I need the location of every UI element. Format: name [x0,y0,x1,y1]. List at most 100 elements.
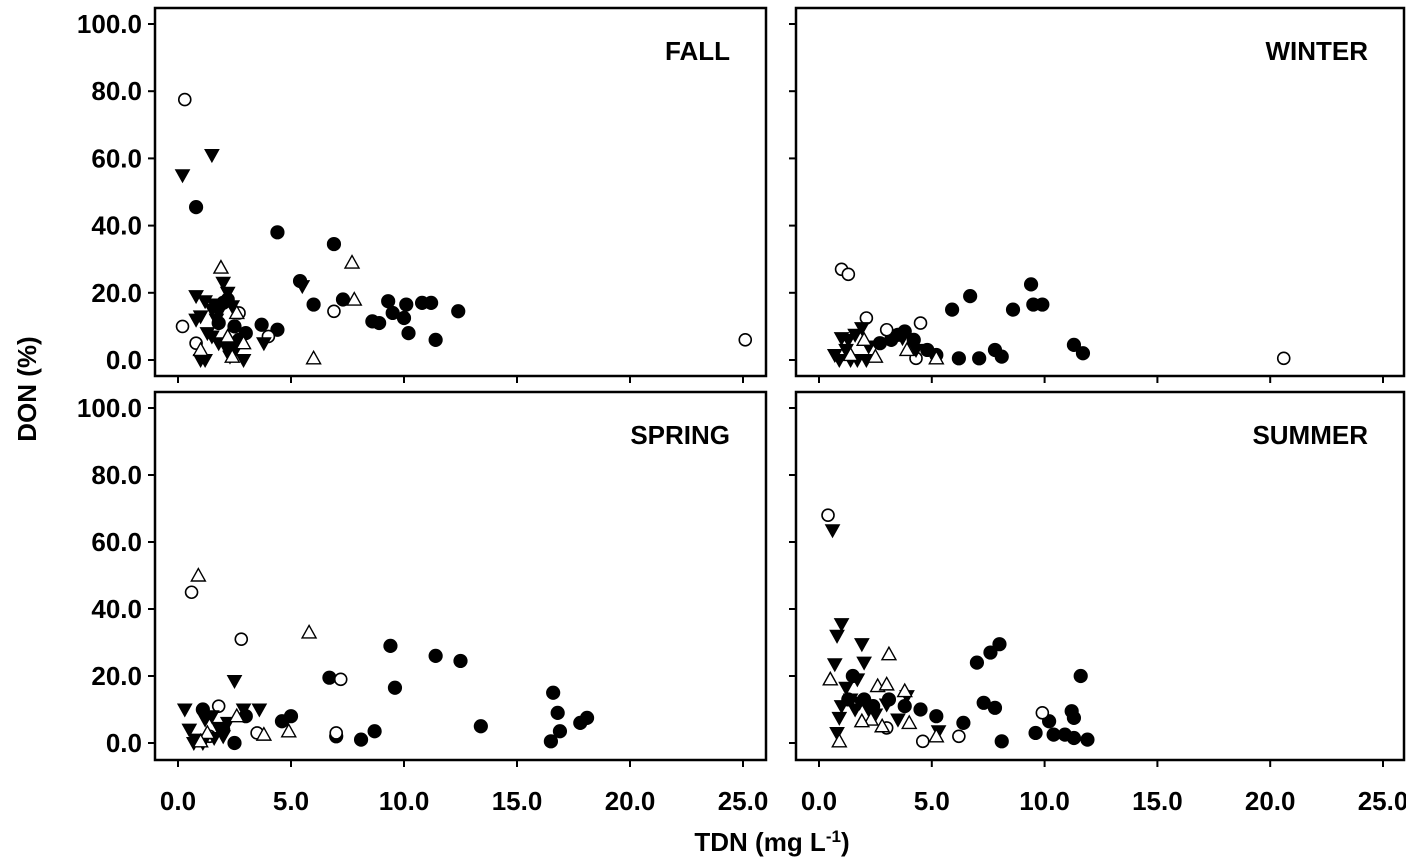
data-point-open-triangle-up [228,304,245,320]
x-tick-label: 0.0 [160,786,196,816]
x-axis-title-main: TDN (mg L [694,827,826,857]
data-point-filled-circle [543,734,559,749]
data-point-open-circle [913,316,928,330]
y-tick-label: 40.0 [91,594,142,624]
data-point-filled-triangle-down [219,286,236,301]
data-point-filled-circle [1075,346,1091,361]
y-axis-title: DON (%) [12,336,42,441]
data-point-filled-triangle-down [251,703,268,718]
data-point-filled-triangle-down [829,726,845,741]
data-point-filled-triangle-down [235,354,252,369]
data-point-open-circle [175,319,190,334]
data-point-filled-triangle-down [826,658,843,673]
data-point-open-triangle-up [255,726,273,741]
data-point-filled-triangle-down [833,700,850,715]
data-point-filled-circle [951,351,966,366]
data-point-filled-circle [1066,337,1082,352]
data-point-open-triangle-up [928,349,945,365]
data-point-open-triangle-up [346,291,363,306]
data-point-open-triangle-up [878,675,895,691]
data-point-filled-triangle-down [210,721,227,736]
series-filled-circle [188,200,466,354]
x-tick-label: 0.0 [801,786,837,816]
series-open-triangle-up [190,567,318,748]
y-tick-label: 20.0 [91,278,142,308]
y-tick-label: 60.0 [91,527,142,557]
panel-frame [794,6,1406,378]
panel-fall: 0.0 20.0 40.0 60.0 80.0 100.0 FALL [77,6,768,383]
data-point-filled-triangle-down [854,322,870,337]
data-point-open-triangle-up [305,349,322,365]
data-point-filled-circle [1073,668,1088,684]
data-point-filled-circle [546,685,561,700]
data-point-filled-circle [227,319,242,334]
data-point-filled-triangle-down [831,711,848,726]
data-point-filled-circle [399,297,414,312]
series-filled-circle [872,277,1091,366]
data-point-filled-circle [326,236,342,252]
season-label: FALL [665,36,730,66]
data-point-filled-circle [1028,725,1043,741]
data-point-filled-triangle-down [840,333,857,348]
data-point-filled-circle [987,700,1003,715]
data-point-open-circle [177,92,192,107]
data-point-open-triangle-up [343,254,361,269]
x-tick-label: 20.0 [1245,786,1296,816]
series-filled-triangle-down [176,675,268,752]
data-point-filled-triangle-down [908,343,924,358]
data-point-open-triangle-up [280,722,297,738]
data-point-filled-circle [972,351,987,366]
x-tick-label: 15.0 [1132,786,1183,816]
data-point-filled-triangle-down [188,313,204,328]
series-open-triangle-up [192,254,363,365]
x-axis-title-superscript: -1 [826,827,841,846]
data-point-filled-triangle-down [176,703,193,718]
data-point-filled-circle [579,710,595,725]
data-point-filled-circle [897,699,912,714]
x-tick-label: 10.0 [1019,786,1070,816]
data-point-open-triangle-up [190,567,207,582]
data-point-open-triangle-up [212,259,230,274]
season-label: SUMMER [1252,420,1368,450]
series-open-circle [821,508,1050,749]
data-point-filled-circle [994,349,1009,364]
data-point-filled-triangle-down [890,713,906,728]
data-point-open-triangle-up [831,732,848,748]
data-point-filled-circle [387,680,403,695]
data-point-filled-circle [396,310,412,326]
data-point-filled-circle [401,326,416,341]
data-point-open-circle [879,322,894,337]
data-point-filled-circle [367,724,382,739]
data-point-filled-circle [550,705,565,720]
data-point-filled-triangle-down [181,723,198,738]
data-point-open-circle [327,304,341,319]
data-point-filled-circle [913,702,928,717]
data-point-open-triangle-up [199,724,216,740]
data-point-filled-triangle-down [824,524,841,539]
y-tick-label: 60.0 [91,143,142,173]
data-point-filled-triangle-down [894,332,911,347]
data-point-filled-circle [969,655,985,670]
data-point-filled-circle [238,326,253,341]
data-point-open-triangle-up [867,348,884,363]
data-point-filled-circle [335,292,351,307]
data-point-filled-triangle-down [206,298,223,313]
data-point-filled-circle [270,225,285,240]
data-point-filled-circle [945,302,960,317]
data-point-open-circle [1276,351,1291,366]
data-point-open-triangle-up [224,348,241,363]
data-point-open-circle [211,699,226,713]
data-point-open-triangle-up [853,712,871,728]
data-point-open-circle [841,267,856,282]
data-point-filled-triangle-down [856,656,872,671]
data-point-open-triangle-up [300,624,318,639]
data-point-filled-circle [381,294,396,309]
data-point-open-triangle-up [235,334,252,350]
data-point-open-triangle-up [855,331,873,347]
data-point-open-circle [915,734,930,749]
data-point-filled-triangle-down [833,618,850,633]
data-point-open-circle [184,585,199,600]
data-point-filled-triangle-down [226,675,243,690]
data-point-open-triangle-up [228,707,245,723]
data-point-filled-triangle-down [838,681,854,696]
